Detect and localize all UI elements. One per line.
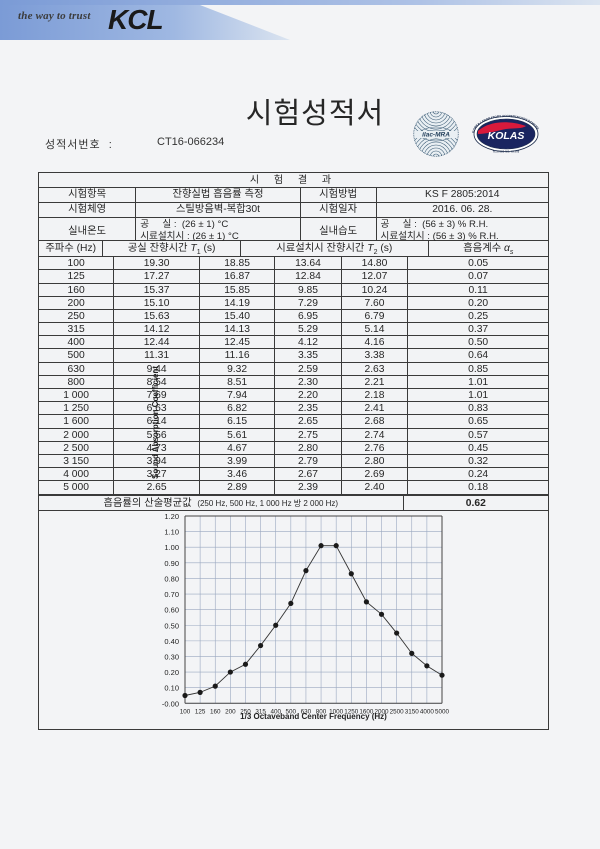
svg-text:315: 315: [255, 708, 266, 715]
svg-text:125: 125: [195, 708, 206, 715]
svg-text:1250: 1250: [344, 708, 359, 715]
svg-text:160: 160: [210, 708, 221, 715]
svg-text:0.30: 0.30: [164, 652, 179, 661]
svg-text:2500: 2500: [390, 708, 405, 715]
svg-text:0.80: 0.80: [164, 574, 179, 583]
svg-text:0.90: 0.90: [164, 559, 179, 568]
svg-text:1600: 1600: [359, 708, 374, 715]
svg-text:0.60: 0.60: [164, 606, 179, 615]
svg-text:0.40: 0.40: [164, 637, 179, 646]
svg-text:1.10: 1.10: [164, 528, 179, 537]
svg-text:0.10: 0.10: [164, 684, 179, 693]
svg-text:5000: 5000: [435, 708, 450, 715]
svg-text:3150: 3150: [405, 708, 420, 715]
svg-text:630: 630: [301, 708, 312, 715]
svg-text:800: 800: [316, 708, 327, 715]
svg-text:1000: 1000: [329, 708, 344, 715]
svg-text:2000: 2000: [375, 708, 390, 715]
svg-text:100: 100: [180, 708, 191, 715]
svg-text:1.00: 1.00: [164, 543, 179, 552]
svg-text:-0.00: -0.00: [162, 699, 179, 708]
svg-text:500: 500: [286, 708, 297, 715]
svg-text:0.20: 0.20: [164, 668, 179, 677]
svg-text:400: 400: [270, 708, 281, 715]
svg-text:0.70: 0.70: [164, 590, 179, 599]
svg-text:1.20: 1.20: [164, 512, 179, 521]
svg-text:0.50: 0.50: [164, 621, 179, 630]
svg-text:250: 250: [240, 708, 251, 715]
svg-text:200: 200: [225, 708, 236, 715]
svg-text:4000: 4000: [420, 708, 435, 715]
